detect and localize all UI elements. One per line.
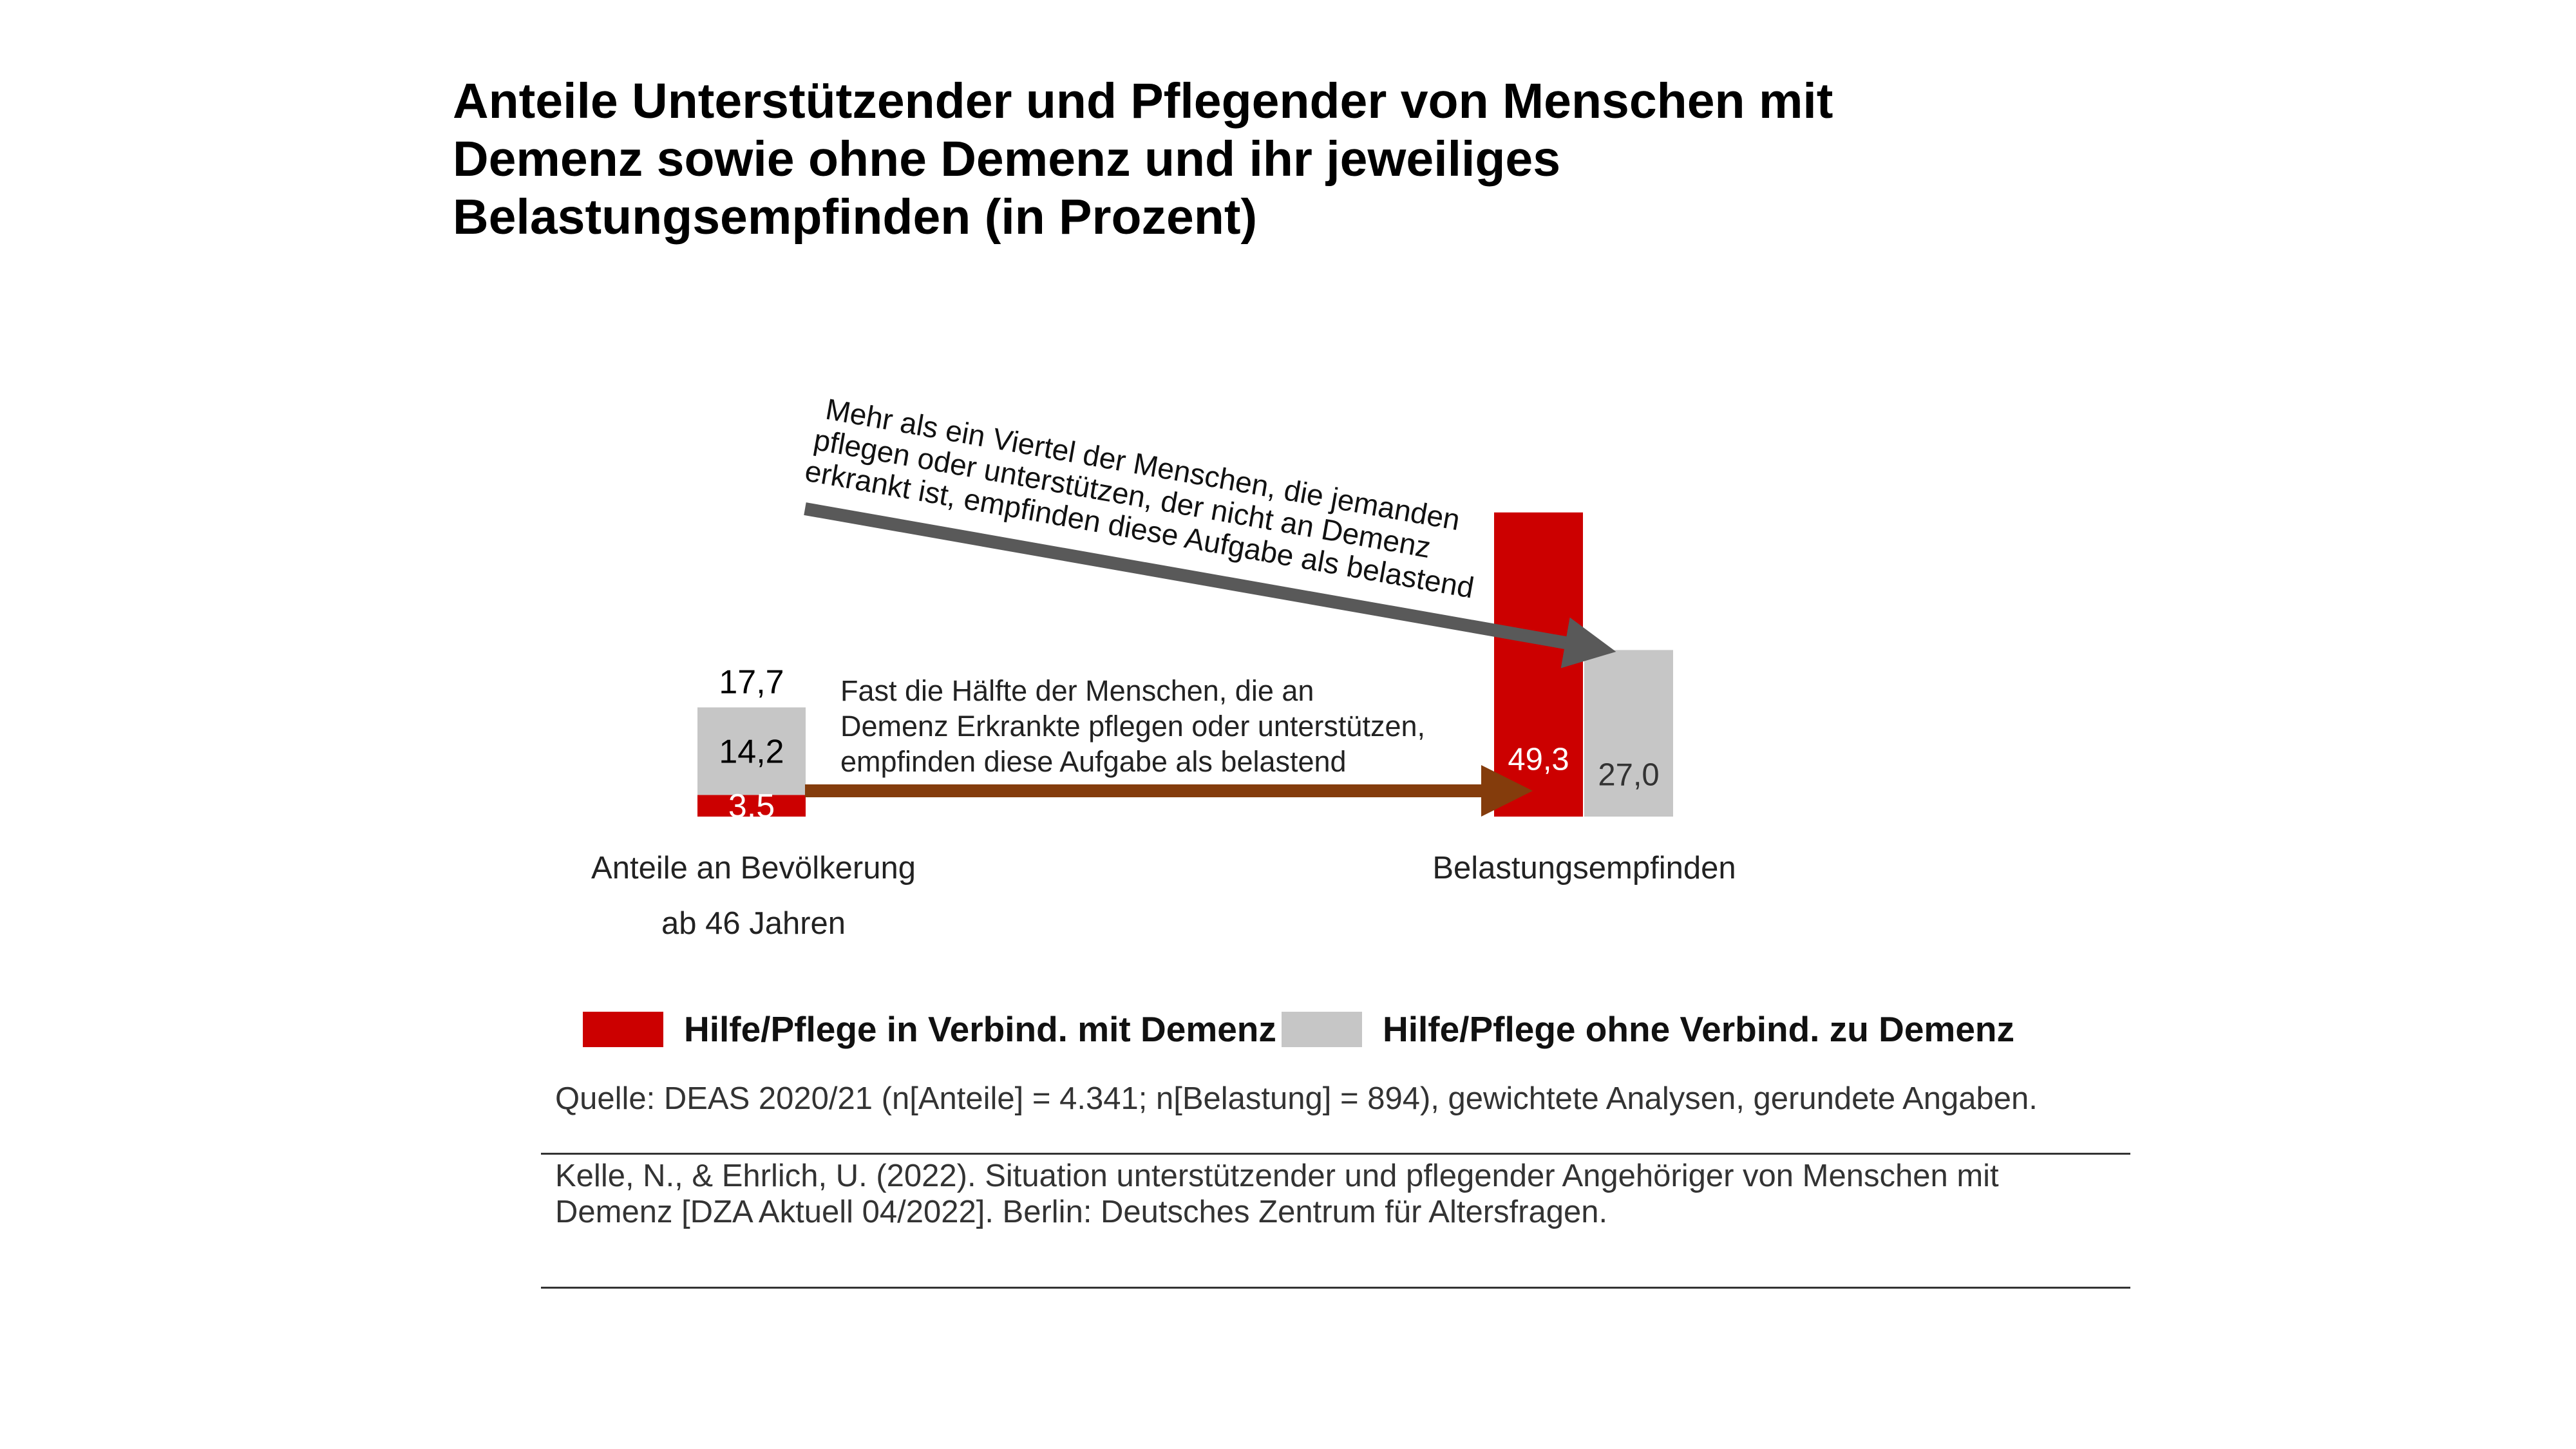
legend-swatch-gray: [1282, 1011, 1362, 1047]
citation-line: Kelle, N., & Ehrlich, U. (2022). Situati…: [555, 1159, 1999, 1193]
total-label: 17,7: [719, 663, 784, 701]
legend-label: Hilfe/Pflege in Verbind. mit Demenz: [684, 1009, 1276, 1049]
category-label-line: ab 46 Jahren: [661, 906, 846, 941]
bar-population-ohne-demenz: [697, 707, 806, 795]
category-label-population: Anteile an Bevölkerung ab 46 Jahren: [560, 850, 947, 942]
divider-top: [541, 1153, 2130, 1155]
citation: Kelle, N., & Ehrlich, U. (2022). Situati…: [555, 1158, 2101, 1230]
category-label-line: Anteile an Bevölkerung: [591, 851, 916, 886]
category-label-belastung: Belastungsempfinden: [1391, 850, 1777, 886]
title-line: Anteile Unterstützender und Pflegender v…: [453, 73, 1833, 129]
category-label-line: Belastungsempfinden: [1432, 851, 1736, 886]
citation-line: Demenz [DZA Aktuell 04/2022]. Berlin: De…: [555, 1195, 1608, 1229]
annotation-line: Demenz Erkrankte pflegen oder unterstütz…: [840, 710, 1425, 743]
legend-item-demenz: Hilfe/Pflege in Verbind. mit Demenz: [583, 1003, 1276, 1055]
bar-belastung-ohne-demenz: [1584, 650, 1673, 817]
legend-label: Hilfe/Pflege ohne Verbind. zu Demenz: [1383, 1009, 2015, 1049]
annotation-brown: Fast die Hälfte der Menschen, die an Dem…: [840, 674, 1425, 778]
data-label-population-ohne: 14,2: [719, 733, 784, 770]
annotation-line: empfinden diese Aufgabe als belastend: [840, 745, 1347, 778]
divider-bottom: [541, 1287, 2130, 1289]
legend-swatch-red: [583, 1011, 663, 1047]
data-label-population-demenz: 3,5: [728, 788, 775, 825]
data-label-belastung-ohne: 27,0: [1598, 757, 1659, 792]
source-note: Quelle: DEAS 2020/21 (n[Anteile] = 4.341…: [555, 1081, 2038, 1116]
title-line: Belastungsempfinden (in Prozent): [453, 189, 1258, 245]
data-label-belastung-demenz: 49,3: [1508, 743, 1569, 777]
bar-population-demenz: [697, 795, 806, 817]
stacked-bar-chart: 17,7 14,2 3,5 49,3 27,0 Mehr als ein Vie…: [697, 392, 1673, 825]
legend-item-ohne-demenz: Hilfe/Pflege ohne Verbind. zu Demenz: [1282, 1003, 2014, 1055]
chart-title: Anteile Unterstützender und Pflegender v…: [453, 72, 2063, 246]
annotation-line: Fast die Hälfte der Menschen, die an: [840, 674, 1314, 707]
arrow-gray-annotation: [804, 502, 1616, 668]
title-line: Demenz sowie ohne Demenz und ihr jeweili…: [453, 131, 1561, 187]
